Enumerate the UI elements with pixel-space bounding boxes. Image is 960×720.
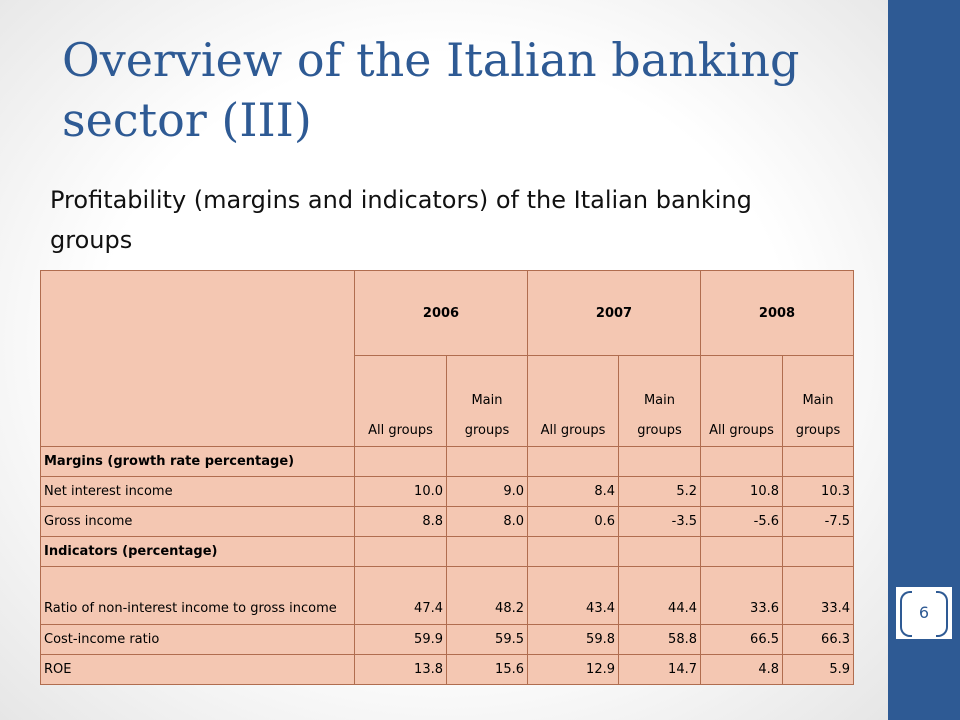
- row-label: ROE: [40, 654, 355, 685]
- table-cell: 58.8: [618, 624, 701, 655]
- table-cell: 44.4: [618, 566, 701, 625]
- table-cell: -3.5: [618, 506, 701, 537]
- table-cell: 10.3: [782, 476, 854, 507]
- page-number: 6: [918, 603, 930, 622]
- table-cell: 10.8: [700, 476, 783, 507]
- subheader-all-groups-2006: All groups: [354, 355, 447, 447]
- row-label: Ratio of non-interest income to gross in…: [40, 566, 355, 625]
- table-cell: 4.8: [700, 654, 783, 685]
- table-cell: 12.9: [527, 654, 619, 685]
- table-row: Ratio of non-interest income to gross in…: [40, 566, 854, 625]
- table-cell: 43.4: [527, 566, 619, 625]
- table-row: Cost-income ratio 59.9 59.5 59.8 58.8 66…: [40, 624, 854, 655]
- table-cell: -7.5: [782, 506, 854, 537]
- subheader-all-groups-2007: All groups: [527, 355, 619, 447]
- table-cell: 48.2: [446, 566, 528, 625]
- table-cell: 10.0: [354, 476, 447, 507]
- section-title: Indicators (percentage): [40, 536, 355, 567]
- table-cell: 5.2: [618, 476, 701, 507]
- left-bracket-icon: [900, 591, 912, 637]
- slide-subtitle: Profitability (margins and indicators) o…: [50, 186, 752, 254]
- table-cell: 59.5: [446, 624, 528, 655]
- table-cell: -5.6: [700, 506, 783, 537]
- year-header-2008: 2008: [700, 270, 854, 356]
- table-cell: 13.8: [354, 654, 447, 685]
- slide-title: Overview of the Italian banking sector (…: [62, 33, 800, 147]
- subheader-main-groups-2007: Main groups: [618, 355, 701, 447]
- section-row: Indicators (percentage): [40, 536, 854, 567]
- table-cell: 59.8: [527, 624, 619, 655]
- table-corner-cell: [40, 270, 355, 447]
- table-row: ROE 13.8 15.6 12.9 14.7 4.8 5.9: [40, 654, 854, 685]
- subheader-main-groups-2008: Main groups: [782, 355, 854, 447]
- year-header-2006: 2006: [354, 270, 528, 356]
- table-cell: 59.9: [354, 624, 447, 655]
- table-cell: 47.4: [354, 566, 447, 625]
- table-cell: 8.0: [446, 506, 528, 537]
- table-cell: 14.7: [618, 654, 701, 685]
- table-cell: 9.0: [446, 476, 528, 507]
- table-cell: 8.8: [354, 506, 447, 537]
- table-cell: 66.3: [782, 624, 854, 655]
- table-cell: 66.5: [700, 624, 783, 655]
- subheader-main-groups-2006: Main groups: [446, 355, 528, 447]
- page-number-badge: 6: [896, 587, 952, 639]
- table-cell: 0.6: [527, 506, 619, 537]
- table-cell: 33.4: [782, 566, 854, 625]
- row-label: Net interest income: [40, 476, 355, 507]
- section-row: Margins (growth rate percentage): [40, 446, 854, 477]
- profitability-table: 2006 2007 2008 All groups Main groups Al…: [40, 270, 854, 685]
- table-cell: 8.4: [527, 476, 619, 507]
- table-row: Net interest income 10.0 9.0 8.4 5.2 10.…: [40, 476, 854, 507]
- table-cell: 33.6: [700, 566, 783, 625]
- row-label: Gross income: [40, 506, 355, 537]
- right-bracket-icon: [936, 591, 948, 637]
- table-cell: 15.6: [446, 654, 528, 685]
- section-title: Margins (growth rate percentage): [40, 446, 355, 477]
- subheader-all-groups-2008: All groups: [700, 355, 783, 447]
- table-cell: 5.9: [782, 654, 854, 685]
- row-label: Cost-income ratio: [40, 624, 355, 655]
- table-row: Gross income 8.8 8.0 0.6 -3.5 -5.6 -7.5: [40, 506, 854, 537]
- year-header-2007: 2007: [527, 270, 701, 356]
